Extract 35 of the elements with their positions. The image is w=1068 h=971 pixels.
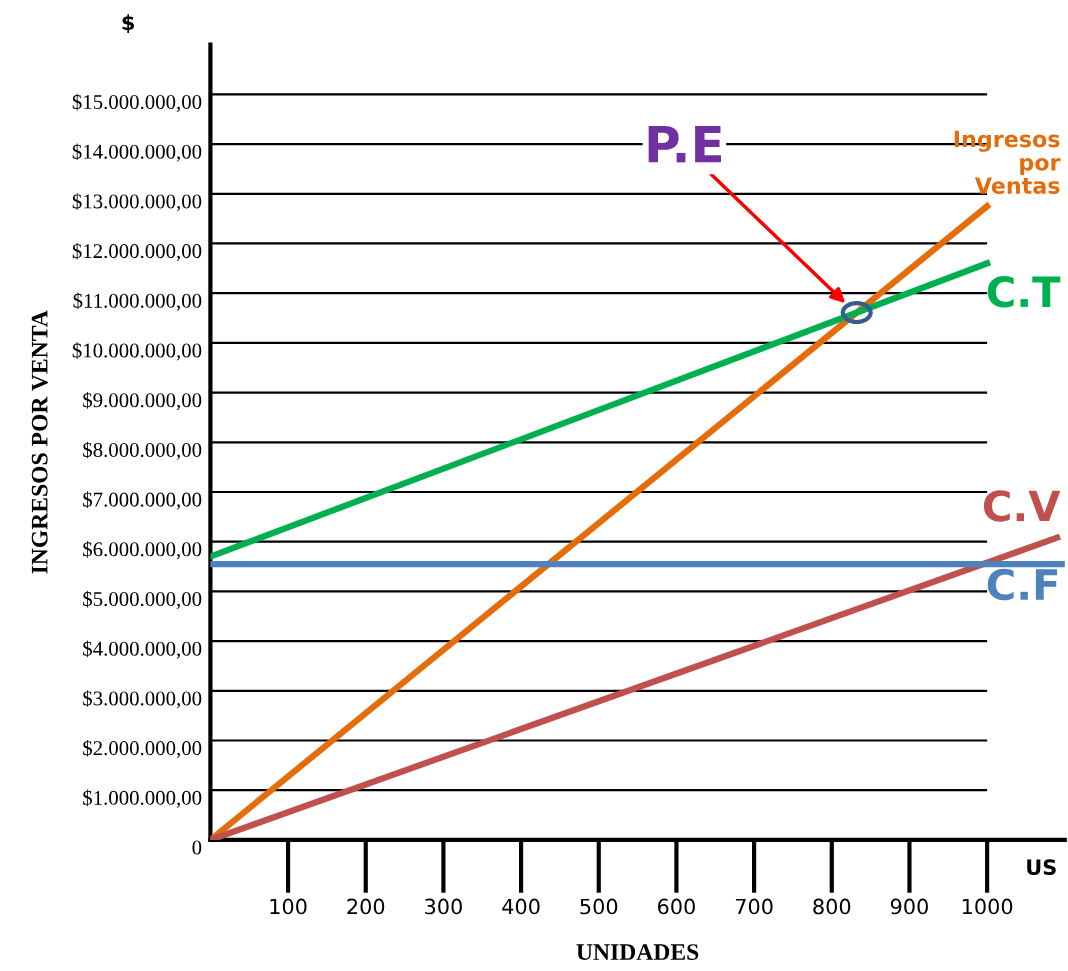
x-tick-label: 800: [813, 898, 851, 915]
x-axis-title: UNIDADES: [576, 944, 699, 961]
y-tick-label: $2.000.000,00: [83, 739, 202, 759]
y-tick-label: $11.000.000,00: [73, 292, 202, 311]
x-tick-label: 400: [502, 898, 540, 915]
y-tick-label: $5.000.000,00: [83, 590, 202, 610]
y-tick-label: $4.000.000,00: [83, 640, 202, 659]
y-tick-label: $9.000.000,00: [83, 391, 202, 411]
y-tick-label: $8.000.000,00: [83, 441, 202, 460]
y-tick-label: $10.000.000,00: [72, 342, 202, 361]
y-tick-label: $15.000.000,00: [72, 93, 202, 113]
y-tick-label: $12.000.000,00: [72, 242, 202, 262]
y-tick-label: $7.000.000,00: [83, 491, 202, 510]
annotation: P.E: [648, 125, 722, 163]
y-tick-label: $3.000.000,00: [83, 690, 202, 709]
x-tick-label: 700: [735, 898, 773, 915]
text: $: [122, 14, 134, 34]
y-tick-label: 0: [192, 840, 202, 855]
series-label: C.V: [983, 490, 1061, 522]
y-tick-label: $6.000.000,00: [83, 541, 202, 560]
x-tick-label: 1000: [962, 898, 1013, 915]
x-tick-label: 300: [425, 898, 462, 915]
text: US: [1027, 859, 1056, 876]
x-tick-label: 200: [347, 898, 385, 915]
x-tick-label: 100: [270, 898, 307, 915]
series-label: C.T: [987, 276, 1061, 308]
y-tick-label: $13.000.000,00: [72, 193, 202, 212]
y-tick-label: $1.000.000,00: [83, 789, 202, 808]
y-axis-title: INGRESOS POR VENTA: [31, 310, 48, 574]
y-tick-label: $14.000.000,00: [72, 143, 202, 162]
series-label: C.F: [987, 568, 1058, 601]
x-tick-label: 900: [890, 898, 928, 915]
x-tick-label: 600: [658, 898, 695, 915]
series-label: Ingresos por Ventas: [954, 130, 1061, 194]
x-tick-label: 500: [580, 898, 618, 915]
